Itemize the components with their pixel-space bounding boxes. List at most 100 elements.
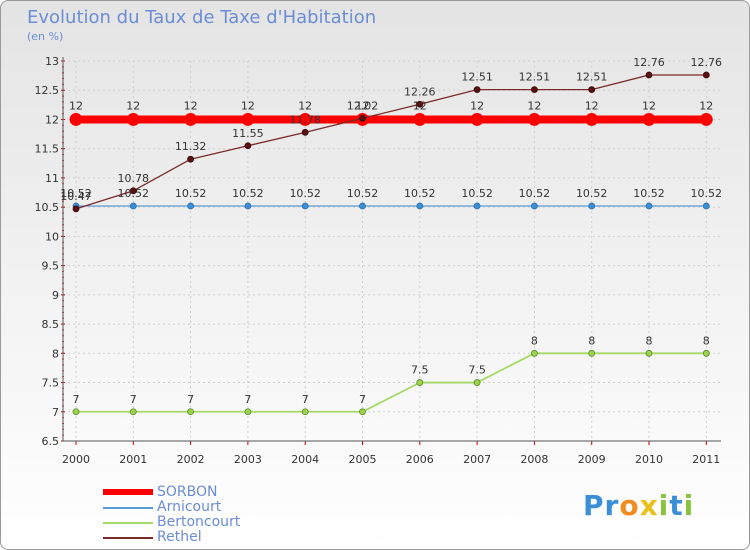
x-tick-label: 2003 [234,453,262,466]
data-point-bertoncourt [244,408,252,416]
data-point-arnicourt [588,202,596,210]
axis-layer: 6.5 7 7.5 8 8.5 9 9.5 10 10.5 11 11.5 12 12.5 13 2000 2… [35,55,721,466]
x-tick-label: 2000 [62,453,90,466]
data-point-sorbon [413,113,427,126]
data-point-sorbon [184,113,198,126]
logo-letter: o [619,489,640,522]
data-label-arnicourt: 10.52 [519,187,551,200]
series-line-rethel [75,74,707,210]
data-point-bertoncourt [416,379,424,386]
data-point-rethel [645,71,653,79]
data-point-sorbon [528,113,541,126]
y-tick-label: 12.5 [35,84,60,97]
data-point-arnicourt [359,202,366,210]
data-point-rethel [187,155,195,163]
data-label-rethel: 12.76 [691,56,723,69]
series-layer [69,71,713,416]
data-point-arnicourt [301,202,309,210]
data-point-sorbon [69,113,83,126]
data-label-bertoncourt: 7 [302,393,309,406]
y-tick-label: 12 [45,113,59,126]
data-label-sorbon: 12 [241,99,255,112]
data-point-arnicourt [702,202,710,210]
y-tick-label: 9.5 [42,260,60,273]
y-tick-label: 13 [45,55,59,68]
data-label-rethel: 12.02 [347,99,379,112]
data-point-bertoncourt [129,408,137,416]
y-tick-label: 11 [45,172,59,185]
x-tick-label: 2005 [349,453,377,466]
data-label-rethel: 12.51 [519,71,551,84]
data-point-sorbon [298,113,312,126]
data-point-rethel [244,142,252,150]
data-point-rethel [72,205,80,213]
data-label-sorbon: 12 [413,99,427,112]
data-label-sorbon: 12 [527,99,541,112]
data-point-arnicourt [473,202,481,210]
proxiti-logo: Proxiti [583,489,694,522]
data-label-sorbon: 12 [69,99,83,112]
data-point-bertoncourt [301,408,309,416]
legend-swatch-arnicourt [103,507,153,509]
data-point-arnicourt [531,202,538,210]
data-label-arnicourt: 10.52 [461,187,493,200]
chart-title: Evolution du Taux de Taxe d'Habitation [27,7,377,28]
legend-item-rethel: Rethel [103,530,303,545]
data-point-sorbon [699,113,713,126]
y-tick-label: 10.5 [35,201,60,214]
y-tick-label: 8.5 [42,318,60,331]
y-tick-label: 10 [45,230,59,243]
data-label-arnicourt: 10.52 [691,187,723,200]
legend-label-bertoncourt: Bertoncourt [157,514,241,530]
series-line-bertoncourt [76,352,707,413]
y-tick-label: 7.5 [42,377,60,390]
y-tick-label: 11.5 [35,143,60,156]
data-point-arnicourt [187,202,195,210]
x-tick-label: 2006 [406,453,434,466]
legend-swatch-sorbon [103,489,153,495]
x-tick-label: 2010 [635,453,663,466]
data-label-rethel: 10.47 [60,190,92,203]
legend-item-sorbon: SORBON [103,485,303,500]
data-label-rethel: 12.26 [404,85,436,98]
data-point-rethel [416,100,424,108]
data-point-rethel [473,86,481,94]
data-label-bertoncourt: 8 [531,334,538,347]
y-tick-label: 9 [52,289,59,302]
logo-letter: P [583,489,605,522]
data-label-bertoncourt: 7.5 [468,364,486,377]
y-tick-label: 7 [52,406,59,419]
data-label-arnicourt: 10.52 [404,187,436,200]
legend-label-sorbon: SORBON [157,484,218,500]
logo-letter: i [683,489,695,522]
data-label-arnicourt: 10.52 [118,187,150,200]
data-label-bertoncourt: 7 [73,393,80,406]
data-point-rethel [359,114,366,122]
data-label-bertoncourt: 8 [646,334,653,347]
data-label-rethel: 10.78 [118,172,150,185]
data-point-sorbon [241,113,255,126]
data-point-arnicourt [244,202,252,210]
data-label-sorbon: 12 [126,99,140,112]
data-point-sorbon [470,113,484,126]
data-point-bertoncourt [72,408,80,416]
data-label-sorbon: 12 [585,99,599,112]
grid-layer [63,60,721,442]
legend: SORBON Arnicourt Bertoncourt Rethel [103,485,303,545]
data-point-bertoncourt [531,349,538,357]
data-label-rethel: 11.32 [175,140,207,153]
data-point-arnicourt [416,202,424,210]
data-point-bertoncourt [588,349,596,357]
logo-letter: i [658,489,670,522]
data-label-rethel: 12.51 [576,71,608,84]
data-label-arnicourt: 10.52 [347,187,379,200]
data-label-arnicourt: 10.52 [576,187,608,200]
data-label-sorbon: 12 [470,99,484,112]
data-label-sorbon: 12 [184,99,198,112]
data-point-rethel [129,187,137,195]
data-point-sorbon [126,113,140,126]
data-label-rethel: 12.76 [633,56,665,69]
legend-label-arnicourt: Arnicourt [157,499,222,515]
legend-swatch-bertoncourt [103,522,153,524]
